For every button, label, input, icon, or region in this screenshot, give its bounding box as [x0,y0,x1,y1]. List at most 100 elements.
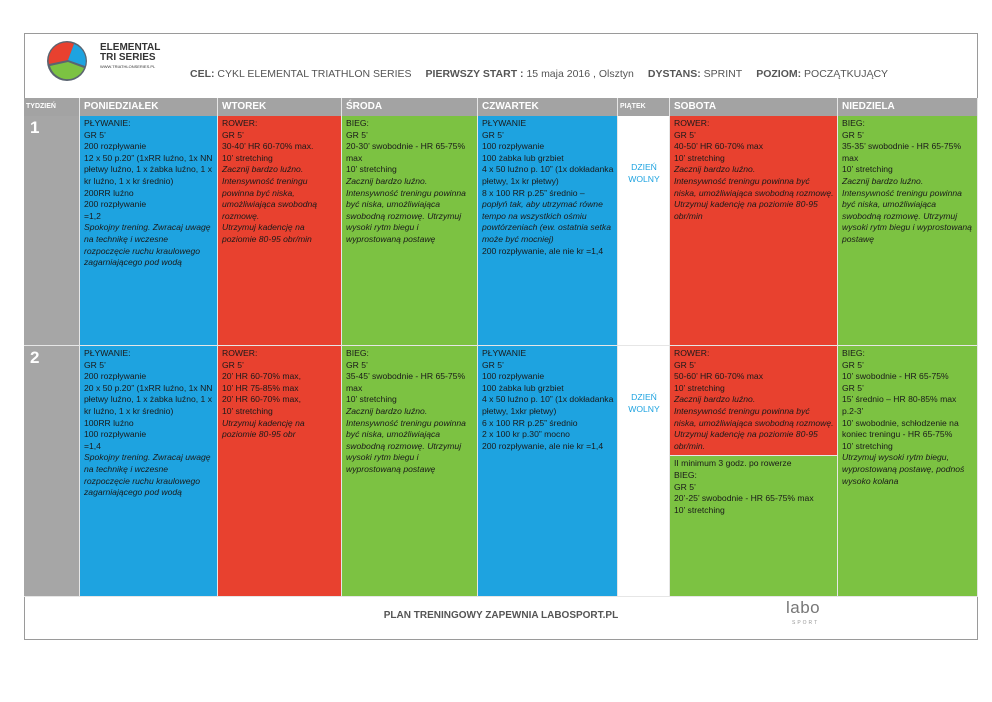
exercise: GR 5’ [842,382,864,393]
exercise: 30-40’ HR 60-70% max. [222,141,314,152]
note: popłyń tak, aby utrzymać równe tempo na … [482,199,611,244]
info-value: 15 maja 2016 , Olsztyn [526,68,634,80]
exercise: GR 5’ [842,129,864,140]
day-part: BIEG: GR 5’ 35-35’ swobodnie - HR 65-75% m… [838,116,977,345]
note: Utrzymuj kadencję na poziomie 80-95 obr/… [674,429,818,451]
day-part: PŁYWANIE GR 5’ 100 rozpływanie 100 żabka lu… [478,116,617,345]
exercise: 10’ stretching [346,164,397,175]
exercise: 4 x 50 luźno p. 10” (1x dokładanka płetw… [482,394,614,416]
exercise: BIEG: [674,469,697,480]
note: Utrzymuj kadencję na poziomie 80-95 obr [222,417,305,440]
day-cell: PŁYWANIE GR 5’ 100 rozpływanie 100 żabka lu… [478,116,618,346]
exercise: 8 x 100 RR p.25” średnio – [482,187,585,198]
exercise: GR 5’ [674,481,696,492]
exercise: GR 5’ [346,129,368,140]
exercise: 20-30’ swobodnie - HR 65-75% max [346,141,466,163]
exercise: DZIEŃ WOLNY [628,162,660,184]
exercise: 20’ HR 60-70% max, [222,394,301,405]
footer-logo: labo [786,598,821,617]
column-header: TYDZIEŃ [24,98,80,116]
exercise: 2 x 100 kr p.30” mocno [482,429,570,440]
day-part: DZIEŃ WOLNY [618,116,669,345]
day-cell: BIEG: GR 5’ 10’ swobodnie - HR 65-75% GR 5’… [838,346,978,597]
note: Utrzymuj kadencję na poziomie 80-95 obr/… [674,199,818,221]
column-header: PIĄTEK [618,98,670,116]
day-cell: BIEG: GR 5’ 35-45’ swobodnie - HR 65-75% m… [342,346,478,597]
exercise: 200 rozpływanie [84,371,147,382]
exercise: 35-45’ swobodnie - HR 65-75% max [346,371,466,393]
exercise: 20’ HR 60-70% max, [222,371,301,382]
info-group: CEL: CYKL ELEMENTAL TRIATHLON SERIES [190,68,412,80]
day-part: PŁYWANIE: GR 5’ 200 rozpływanie 12 x 50 p.2… [80,116,217,345]
note: Spokojny trening. Zwracaj uwagę na techn… [84,222,211,268]
exercise: =1,4 [84,440,101,451]
exercise: ROWER: [674,348,710,358]
day-part: DZIEŃ WOLNY [618,346,669,596]
logo-green [50,62,84,80]
exercise: ROWER: [222,118,258,128]
exercise: GR 5’ [84,359,106,370]
day-cell: PŁYWANIE GR 5’ 100 rozpływanie 100 żabka lu… [478,346,618,597]
day-part: PŁYWANIE: GR 5’ 200 rozpływanie 20 x 50 p.2… [80,346,217,596]
exercise: ROWER: [674,118,710,128]
day-cell: BIEG: GR 5’ 20-30’ swobodnie - HR 65-75% m… [342,116,478,346]
note: Zacznij bardzo luźno. [674,394,756,405]
day-part: BIEG: GR 5’ 35-45’ swobodnie - HR 65-75% m… [342,346,477,596]
day-part: II minimum 3 godz. po rowerze BIEG: GR 5’ 2… [670,455,837,596]
logo-subtitle: TRI SERIES [100,52,156,63]
exercise: GR 5’ [482,359,504,370]
exercise: GR 5’ [482,129,504,140]
note: Zacznij bardzo luźno. [674,164,756,175]
exercise: 100 rozpływanie [84,429,147,440]
exercise: 10’ swobodnie, schłodzenie na koniec tre… [842,417,959,440]
info-label: POZIOM: [756,68,802,80]
exercise: GR 5’ [222,359,244,370]
note: Zacznij bardzo luźno. [842,175,924,186]
column-header: PONIEDZIAŁEK [80,98,218,116]
exercise: ROWER: [222,348,258,358]
exercise: 10’ stretching [222,405,273,416]
info-group: DYSTANS: SPRINT [648,68,742,80]
exercise: GR 5’ [346,359,368,370]
note: Zacznij bardzo luźno. [346,405,428,416]
exercise: 200 rozpływanie [84,141,147,152]
exercise: 200 rozpływanie [84,199,147,210]
info-label: CEL: [190,68,215,80]
exercise: BIEG: [842,348,865,358]
exercise: 100RR luźno [84,417,134,428]
day-part: ROWER: GR 5’ 50-60’ HR 60-70% max 10’ stret… [670,346,837,456]
day-cell: ROWER: GR 5’ 50-60’ HR 60-70% max 10’ stret… [670,346,838,597]
day-cell: DZIEŃ WOLNY [618,346,670,597]
footer-logo-sub: SPORT [792,620,820,626]
day-cell: ROWER: GR 5’ 30-40’ HR 60-70% max. 10’ stre… [218,116,342,346]
exercise: 200 rozpływanie, ale nie kr =1,4 [482,440,604,451]
column-header: NIEDZIELA [838,98,978,116]
exercise: 10’ HR 75-85% max [222,382,299,393]
exercise: 20 x 50 p.20” (1xRR luźno, 1x NN płetwy … [84,382,213,416]
exercise: p.2-3’ [842,405,864,416]
day-part: BIEG: GR 5’ 10’ swobodnie - HR 65-75% GR 5’… [838,346,977,596]
day-part: ROWER: GR 5’ 30-40’ HR 60-70% max. 10’ stre… [218,116,341,345]
note: Spokojny trening. Zwracaj uwagę na techn… [84,452,211,498]
exercise: 10’ swobodnie - HR 65-75% [842,371,949,382]
exercise: =1,2 [84,210,101,221]
exercise: 4 x 50 luźno p. 10” (1x dokładanka płetw… [482,164,614,186]
exercise: 100 rozpływanie [482,371,545,382]
exercise: GR 5’ [674,359,696,370]
plan-info: CEL: CYKL ELEMENTAL TRIATHLON SERIES PIER… [190,68,902,80]
note: Utrzymuj kadencję na poziomie 80-95 obr/… [222,222,312,244]
exercise: PŁYWANIE: [84,348,131,358]
exercise: 20’-25’ swobodnie - HR 65-75% max [674,493,814,504]
exercise: 10’ stretching [346,394,397,405]
exercise: 10’ stretching [842,164,893,175]
day-part: BIEG: GR 5’ 20-30’ swobodnie - HR 65-75% m… [342,116,477,345]
exercise: 100 żabka lub grzbiet [482,152,564,163]
info-value: POCZĄTKUJĄCY [804,68,889,80]
column-header: ŚRODA [342,98,478,116]
logo-blue [68,44,86,66]
logo-icon [47,41,87,81]
column-header: WTOREK [218,98,342,116]
exercise: GR 5’ [842,359,864,370]
note: Zacznij bardzo luźno. [346,175,428,186]
day-part: PŁYWANIE GR 5’ 100 rozpływanie 100 żabka lu… [478,346,617,596]
